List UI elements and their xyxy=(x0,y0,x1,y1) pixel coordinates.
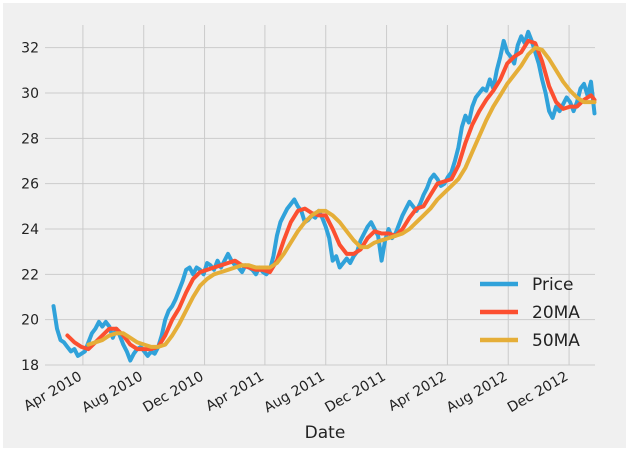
y-tick-label: 32 xyxy=(21,41,39,57)
y-tick-label: 18 xyxy=(21,358,39,374)
series-line-50ma xyxy=(86,45,597,349)
y-tick-label: 26 xyxy=(21,177,39,193)
y-tick-labels: 18 20 22 24 26 28 30 32 xyxy=(21,41,39,374)
y-tick-label: 20 xyxy=(21,313,39,329)
figure-background xyxy=(3,3,626,448)
series-layer xyxy=(51,29,597,363)
legend: Price 20MA 50MA xyxy=(480,275,580,351)
y-tick-label: 28 xyxy=(21,131,39,147)
y-tick-label: 22 xyxy=(21,267,39,283)
y-tick-label: 30 xyxy=(21,86,39,102)
legend-label-50ma: 50MA xyxy=(532,331,580,351)
grid xyxy=(45,25,595,366)
y-tick-label: 24 xyxy=(21,222,39,238)
legend-label-20ma: 20MA xyxy=(532,303,580,323)
legend-label-price: Price xyxy=(532,275,573,295)
x-axis-label: Date xyxy=(305,423,346,443)
